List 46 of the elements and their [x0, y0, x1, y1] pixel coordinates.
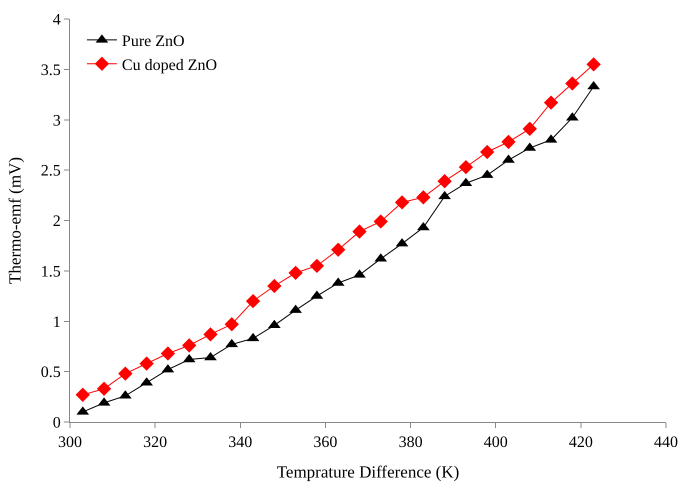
point — [522, 122, 537, 136]
x-axis-title: Temprature Difference (K) — [276, 462, 460, 482]
x-tick-label: 420 — [568, 434, 593, 452]
point — [182, 338, 196, 353]
legend-label: Pure ZnO — [122, 33, 185, 50]
point — [437, 174, 452, 188]
point — [310, 258, 324, 273]
point — [331, 242, 346, 257]
point — [480, 144, 494, 160]
y-tick-label: 3.5 — [40, 62, 61, 79]
y-axis-title: Thermo-emf (mV) — [5, 157, 24, 284]
y-tick-label: 2.5 — [40, 162, 61, 180]
point — [267, 278, 282, 294]
x-tick-label: 300 — [58, 434, 82, 452]
point — [458, 160, 474, 174]
x-tick-label: 400 — [484, 434, 508, 452]
point — [586, 57, 601, 72]
x-tick-label: 340 — [228, 434, 252, 452]
x-tick-label: 360 — [313, 434, 338, 452]
point — [96, 382, 112, 396]
point — [288, 266, 303, 280]
point — [224, 317, 239, 332]
point — [160, 346, 176, 361]
point — [501, 134, 516, 150]
point — [544, 95, 558, 110]
point — [416, 190, 430, 204]
point — [352, 224, 367, 239]
point — [203, 327, 218, 342]
point — [565, 76, 580, 91]
point — [118, 366, 132, 381]
y-tick-label: 1.5 — [40, 263, 61, 280]
point — [139, 356, 154, 371]
point — [246, 294, 260, 308]
y-tick-label: 2 — [52, 213, 61, 230]
point — [374, 214, 388, 229]
x-tick-label: 320 — [143, 434, 168, 452]
y-tick-label: 0.5 — [40, 364, 61, 382]
point — [76, 388, 90, 402]
y-tick-label: 3 — [52, 112, 61, 130]
y-tick-label: 4 — [52, 12, 61, 29]
x-tick-label: 380 — [398, 434, 423, 452]
legend-label: Cu doped ZnO — [122, 56, 218, 74]
point — [394, 195, 410, 210]
x-tick-label: 440 — [654, 434, 678, 452]
y-tick-label: 1 — [52, 314, 61, 331]
y-tick-label: 0 — [52, 414, 61, 432]
